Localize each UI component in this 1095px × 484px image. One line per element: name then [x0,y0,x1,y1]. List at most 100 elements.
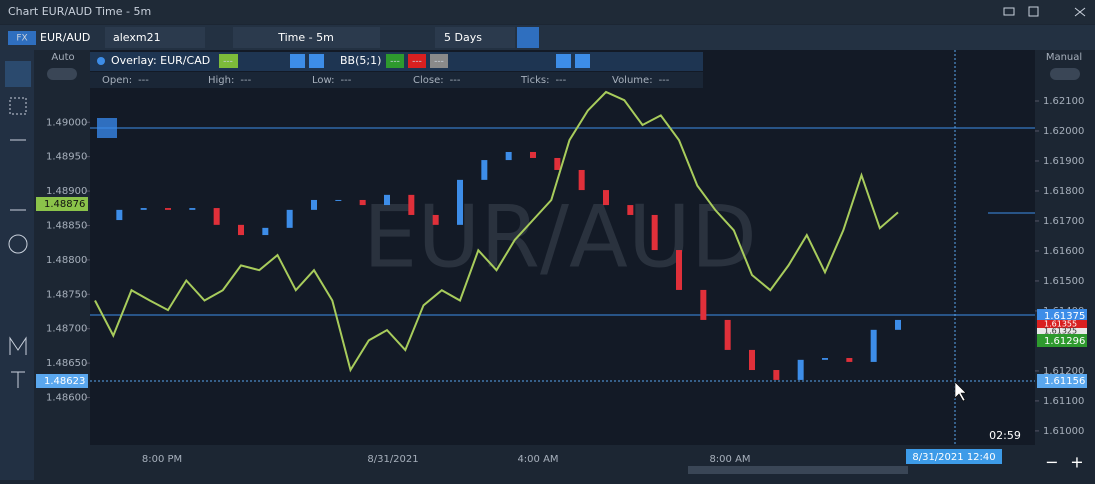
candle [627,205,634,215]
control[interactable] [1028,6,1039,17]
candle [286,209,293,228]
control[interactable] [1003,7,1015,16]
candle [603,190,609,206]
y-tick-label: 1.48950 [46,152,87,163]
candle [408,194,415,215]
y-tick-label: 1.49000 [46,117,87,128]
range-box[interactable] [435,27,515,48]
watermark: EUR/AUD [363,187,757,287]
badge-text: FX [16,34,27,44]
indicator-label: BB(5;1) [340,54,381,67]
y2-tick-label: 1.61500 [1043,276,1084,287]
stat-value: --- [138,75,149,86]
stat-value: --- [555,75,566,86]
marks: 1.49000 1.48950 1.48900 1.48850 1.48800 1.487… [46,90,1084,437]
stat-label: Ticks: [520,75,549,86]
scale-mode-right: Manual [1046,52,1082,63]
candle [116,209,123,221]
draw-button[interactable] [517,27,539,48]
candle [165,208,171,210]
x-tick-label: 4:00 AM [517,454,558,465]
price-tag-text: 1.61375 [1044,311,1085,322]
candle [895,319,901,330]
price-tag-text: 1.61325 [1044,327,1077,336]
cursor-time-box [906,449,1002,464]
y-tick-label: 1.48600 [46,393,87,404]
plot-area [90,50,1035,445]
window-title: Chart EUR/AUD Time - 5m [8,5,151,18]
swatch [386,54,404,68]
x-tick-label: 8:00 AM [709,454,750,465]
badge [8,31,36,45]
y-tick-label: 1.48700 [46,324,87,335]
price-tag-text: 1.61296 [1044,336,1085,347]
y2-tick-label: 1.61000 [1043,426,1084,437]
tool[interactable] [11,371,25,388]
candle [578,169,585,191]
stat-label: High: [208,75,234,86]
candle [481,160,488,180]
price-tag-text: 1.61355 [1044,320,1077,329]
close-button[interactable] [575,54,590,68]
candle [773,370,780,380]
price-tag [1037,309,1087,322]
tool[interactable] [8,234,28,254]
title-bar [0,0,1095,24]
zoom-in[interactable]: + [1070,453,1083,472]
tool-selected[interactable] [5,61,31,87]
price-tag [36,374,88,388]
swatch [408,54,426,68]
candle [384,194,390,206]
y2-tick-label: 1.62000 [1043,126,1084,137]
countdown: 02:59 [989,429,1021,442]
y-tick-label: 1.48650 [46,358,87,369]
price-tag [1037,374,1087,388]
candle [335,199,342,201]
timeframe-box[interactable] [233,27,380,48]
toggle[interactable] [47,68,77,80]
stat-label: Close: [413,75,444,86]
x-tick-label: 8:00 PM [142,454,182,465]
tool[interactable] [9,97,27,115]
tool-column [0,50,34,480]
tool[interactable] [9,336,27,355]
y-tick-label: 1.48750 [46,289,87,300]
eye-button[interactable] [290,54,305,68]
price-tag [36,197,88,211]
overlay-label: Overlay: EUR/CAD [111,54,210,67]
price-tag-text: 1.48623 [44,376,85,387]
user-box[interactable] [105,27,205,48]
scale-mode-left: Auto [51,52,74,63]
candle [676,250,682,290]
y2-tick-label: 1.61700 [1043,216,1084,227]
candle [700,289,707,320]
x-tick-label: 8/31/2021 [367,454,418,465]
zoom-out[interactable]: − [1045,453,1058,472]
symbol[interactable]: EUR/AUD [40,31,90,44]
close-button[interactable] [309,54,324,68]
y-tick-label: 1.48900 [46,186,87,197]
y-tick-label: 1.48800 [46,255,87,266]
stat-value: --- [659,75,670,86]
candle [432,214,439,225]
y-tick-label: 1.48850 [46,220,87,231]
cursor [954,381,967,402]
stat-label: Volume: [612,75,653,86]
y2-tick-label: 1.61600 [1043,246,1084,257]
stat-value: --- [450,75,461,86]
control[interactable] [1074,7,1086,17]
swatch [430,54,448,68]
eye-button[interactable] [556,54,571,68]
indicator-value: --- [412,57,422,67]
candle [238,224,244,236]
y2-tick-label: 1.61100 [1043,396,1084,407]
candle [749,349,755,371]
candle [457,179,463,225]
price-tag [1037,328,1087,335]
overlay-line [94,90,899,373]
y2-tick-label: 1.61900 [1043,156,1084,167]
toggle[interactable] [1050,68,1080,80]
candle [530,151,536,158]
scrollbar[interactable] [688,466,908,474]
